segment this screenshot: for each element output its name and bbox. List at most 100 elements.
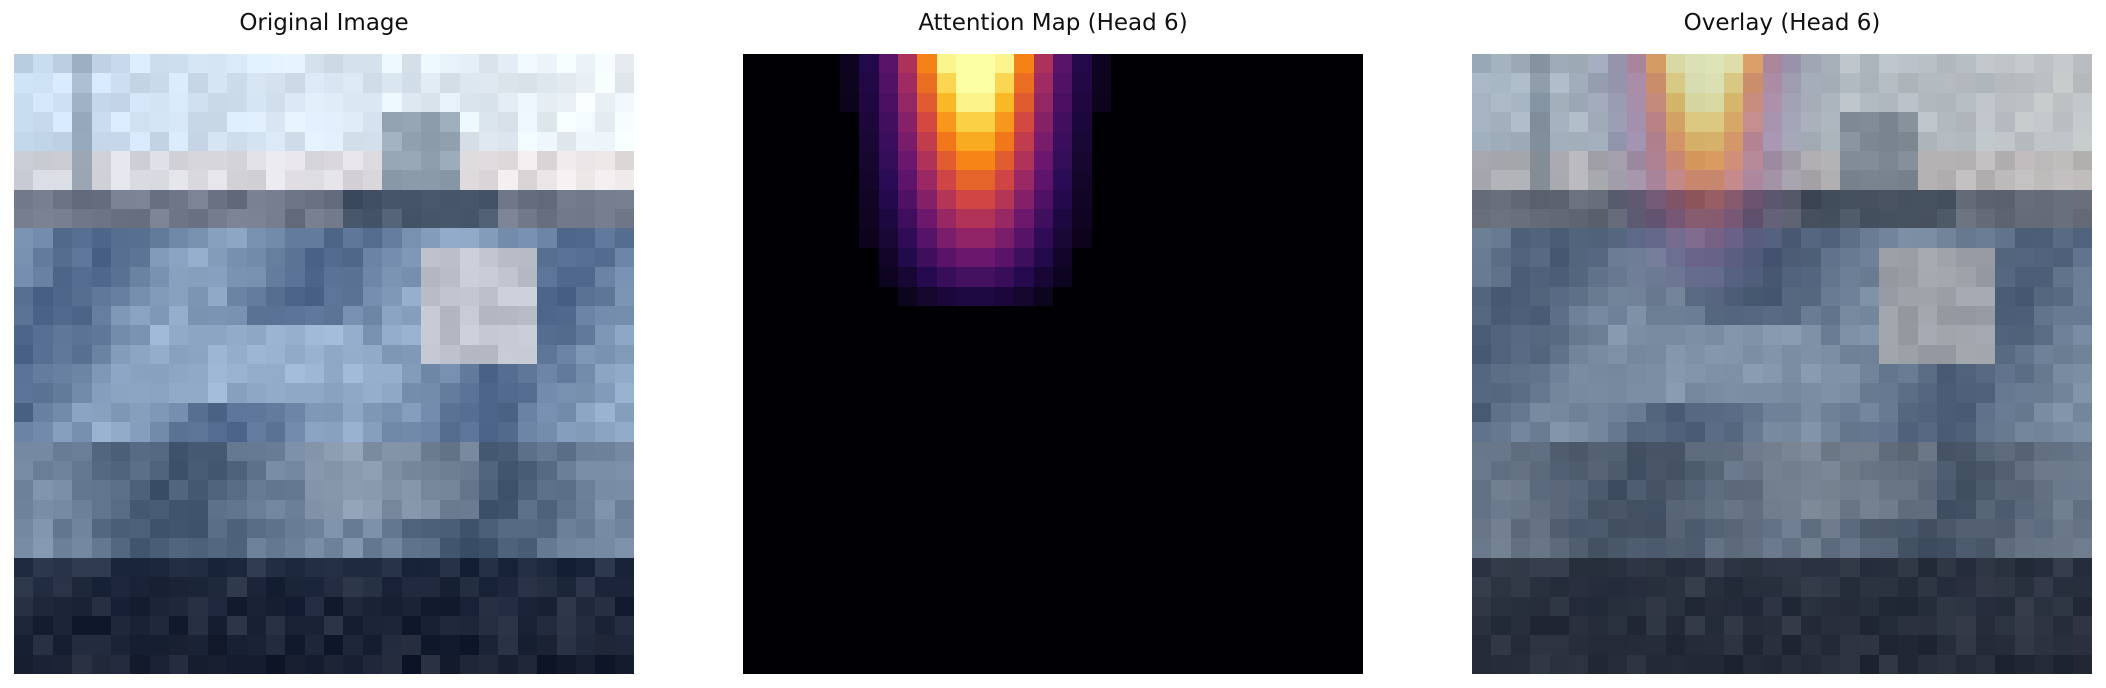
attention-pixel (801, 54, 821, 74)
original-pixel (401, 577, 421, 597)
attention-pixel (898, 596, 918, 616)
attention-pixel (936, 635, 957, 655)
overlay-pixel (1530, 267, 1550, 287)
overlay-pixel (1723, 54, 1744, 74)
attention-pixel (936, 460, 957, 481)
original-pixel (614, 131, 634, 151)
attention-pixel (1266, 557, 1286, 578)
overlay-pixel (1917, 228, 1937, 248)
overlay-pixel (1840, 131, 1860, 151)
overlay-pixel (1685, 519, 1705, 539)
overlay-pixel (1937, 383, 1957, 403)
original-pixel (33, 422, 53, 442)
original-pixel (595, 364, 615, 384)
overlay-pixel (2072, 654, 2092, 674)
original-pixel (556, 228, 576, 248)
attention-pixel (1130, 499, 1150, 519)
overlay-pixel (1743, 596, 1763, 616)
attention-pixel (1208, 441, 1228, 461)
original-pixel (246, 189, 266, 209)
overlay-pixel (1820, 73, 1841, 93)
original-pixel (149, 54, 169, 74)
original-pixel (285, 267, 305, 287)
attention-pixel (820, 92, 840, 113)
overlay-pixel (1898, 54, 1918, 74)
overlay-pixel (1801, 364, 1821, 384)
attention-pixel (1033, 228, 1053, 248)
overlay-pixel (1549, 441, 1569, 461)
original-pixel (324, 112, 344, 132)
overlay-pixel (1956, 635, 1976, 655)
original-pixel (188, 131, 208, 151)
overlay-pixel (1549, 247, 1569, 268)
attention-pixel (1014, 73, 1034, 93)
original-pixel (149, 654, 169, 674)
overlay-pixel (1937, 92, 1957, 113)
overlay-pixel (2053, 131, 2073, 151)
overlay-pixel (2014, 150, 2034, 171)
attention-pixel (1188, 441, 1208, 461)
overlay-pixel (1588, 577, 1608, 597)
attention-pixel (1324, 577, 1344, 597)
overlay-pixel (1530, 422, 1550, 442)
attention-pixel (801, 344, 821, 364)
original-pixel (207, 305, 228, 326)
original-pixel (614, 538, 634, 558)
overlay-pixel (1588, 441, 1608, 461)
attention-pixel (1343, 170, 1363, 190)
original-pixel (517, 344, 538, 364)
original-pixel (227, 364, 247, 384)
overlay-pixel (1956, 267, 1976, 287)
overlay-pixel (2014, 635, 2034, 655)
original-pixel (188, 596, 208, 616)
attention-pixel (1014, 615, 1034, 636)
original-pixel (130, 344, 150, 364)
original-pixel (479, 325, 499, 345)
overlay-pixel (1917, 441, 1937, 461)
original-pixel (188, 383, 208, 403)
attention-pixel (762, 189, 782, 209)
attention-pixel (1072, 422, 1092, 442)
attention-pixel (898, 422, 918, 442)
attention-pixel (1208, 538, 1228, 558)
overlay-pixel (2053, 150, 2073, 171)
original-pixel (14, 344, 34, 364)
overlay-pixel (1917, 73, 1937, 93)
original-pixel (420, 228, 441, 248)
attention-pixel (1091, 635, 1112, 655)
original-pixel (14, 519, 34, 539)
attention-pixel (917, 557, 937, 578)
overlay-pixel (2053, 615, 2073, 636)
original-pixel (479, 150, 499, 171)
attention-pixel (762, 54, 782, 74)
original-pixel (227, 557, 247, 578)
overlay-pixel (1549, 383, 1569, 403)
attention-pixel (1227, 73, 1247, 93)
overlay-pixel (1898, 73, 1918, 93)
original-pixel (537, 54, 557, 74)
overlay-pixel (1549, 325, 1569, 345)
original-pixel (33, 73, 53, 93)
original-pixel (537, 325, 557, 345)
original-pixel (207, 344, 228, 364)
overlay-pixel (2053, 305, 2073, 326)
overlay-pixel (1782, 209, 1802, 229)
overlay-pixel (1685, 557, 1705, 578)
overlay-pixel (1956, 577, 1976, 597)
attention-pixel (1324, 209, 1344, 229)
overlay-pixel (1704, 286, 1724, 306)
attention-pixel (1285, 228, 1305, 248)
original-pixel (169, 54, 189, 74)
overlay-pixel (1840, 538, 1860, 558)
overlay-pixel (2014, 422, 2034, 442)
original-pixel (130, 247, 150, 268)
overlay-pixel (1627, 92, 1647, 113)
original-pixel (362, 577, 383, 597)
overlay-pixel (1607, 54, 1627, 74)
overlay-pixel (1762, 635, 1782, 655)
original-pixel (440, 189, 460, 209)
overlay-pixel (1472, 286, 1492, 306)
attention-pixel (762, 577, 782, 597)
attention-pixel (1324, 615, 1344, 636)
overlay-pixel (1820, 344, 1841, 364)
